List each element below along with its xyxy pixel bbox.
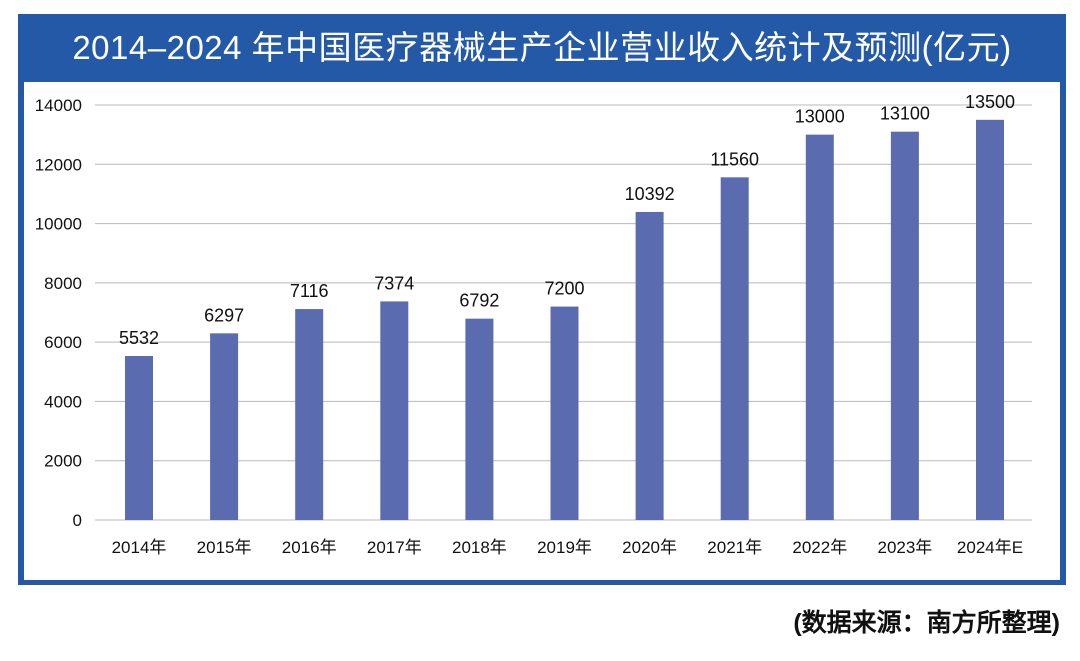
x-tick-label: 2022年 <box>792 538 847 557</box>
y-tick-label: 4000 <box>44 392 82 411</box>
y-tick-label: 2000 <box>44 452 82 471</box>
data-label: 10392 <box>625 184 675 204</box>
data-label: 7374 <box>374 273 414 293</box>
data-label: 6792 <box>459 291 499 311</box>
x-tick-label: 2014年 <box>112 538 167 557</box>
bar-2019年 <box>550 306 579 520</box>
bar-2024年E <box>976 119 1004 521</box>
chart-frame: 2014–2024 年中国医疗器械生产企业营业收入统计及预测(亿元) 0 2000… <box>18 14 1066 585</box>
x-tick-label: 2018年 <box>452 538 507 557</box>
bar-2016年 <box>295 309 324 520</box>
plot-panel: 0 2000 4000 6000 8000 10000 12000 14000 5532 2014… <box>24 82 1060 580</box>
x-tick-label: 2016年 <box>282 538 337 557</box>
y-tick-label: 12000 <box>35 155 82 174</box>
bar-chart: 0 2000 4000 6000 8000 10000 12000 14000 5532 2014… <box>35 92 1032 557</box>
data-label: 5532 <box>119 328 159 348</box>
data-label: 6297 <box>204 305 244 325</box>
data-label: 11560 <box>710 149 759 169</box>
y-tick-label: 6000 <box>44 333 82 352</box>
x-tick-label: 2017年 <box>367 538 422 557</box>
bar-2018年 <box>465 318 494 520</box>
data-source-note: (数据来源：南方所整理) <box>793 609 1060 637</box>
bar-2014年 <box>125 356 153 520</box>
data-label: 13500 <box>965 92 1015 112</box>
x-tick-label: 2019年 <box>537 538 592 557</box>
bar-2015年 <box>210 333 239 520</box>
data-label: 13100 <box>880 104 930 124</box>
data-label: 13000 <box>795 107 845 127</box>
y-tick-label: 8000 <box>44 274 82 293</box>
y-tick-label: 14000 <box>35 96 82 115</box>
y-tick-label: 0 <box>73 511 82 530</box>
bar-2023年 <box>890 131 919 520</box>
x-tick-label: 2023年 <box>877 538 932 557</box>
y-tick-label: 10000 <box>35 215 82 234</box>
x-tick-label: 2021年 <box>707 538 762 557</box>
bar-2021年 <box>720 177 749 520</box>
bar-2020年 <box>635 211 664 521</box>
bar-2022年 <box>805 134 834 520</box>
x-tick-label: 2024年E <box>957 538 1023 557</box>
bar-2017年 <box>380 301 409 520</box>
x-tick-label: 2020年 <box>622 538 677 557</box>
chart-title: 2014–2024 年中国医疗器械生产企业营业收入统计及预测(亿元) <box>72 29 1012 66</box>
x-tick-label: 2015年 <box>197 538 252 557</box>
data-label: 7200 <box>544 279 584 299</box>
data-label: 7116 <box>290 281 329 301</box>
